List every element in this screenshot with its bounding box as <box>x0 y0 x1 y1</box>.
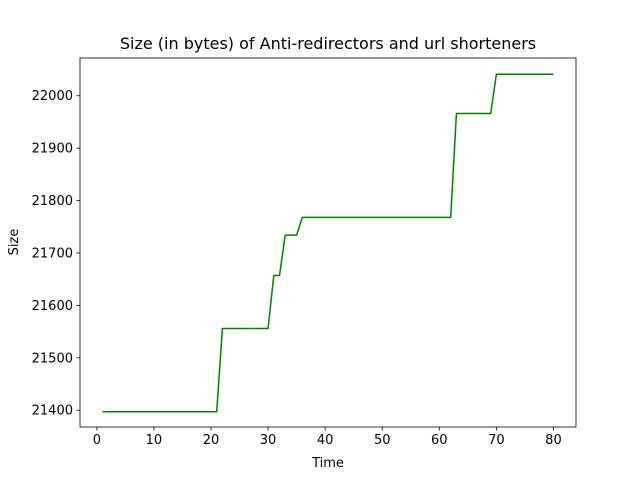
x-tick-label: 50 <box>374 433 391 448</box>
plot-frame <box>79 57 577 428</box>
x-tick-label: 30 <box>260 433 277 448</box>
y-tick-label: 21400 <box>32 404 73 419</box>
x-tick-label: 10 <box>146 433 163 448</box>
plot-area: 0 10 20 30 40 50 60 70 80 21400 21500 21600 21700 218… <box>32 57 577 448</box>
y-tick-label: 21500 <box>32 351 73 366</box>
series-line-0 <box>102 73 554 413</box>
y-tick-label: 22000 <box>32 89 73 104</box>
x-tick-label: 80 <box>545 433 562 448</box>
x-axis-label: Time <box>311 456 344 471</box>
y-tick-label: 21700 <box>32 246 73 261</box>
x-tick-label: 20 <box>203 433 220 448</box>
x-tick-label: 60 <box>431 433 448 448</box>
chart-title: Size (in bytes) of Anti-redirectors and … <box>120 34 536 53</box>
x-tick-label: 70 <box>488 433 505 448</box>
x-tick-label: 0 <box>93 433 101 448</box>
x-tick-label: 40 <box>317 433 334 448</box>
y-axis-label: Size <box>7 229 22 256</box>
y-tick-label: 21600 <box>32 299 73 314</box>
y-tick-label: 21900 <box>32 142 73 157</box>
y-tick-label: 21800 <box>32 194 73 209</box>
